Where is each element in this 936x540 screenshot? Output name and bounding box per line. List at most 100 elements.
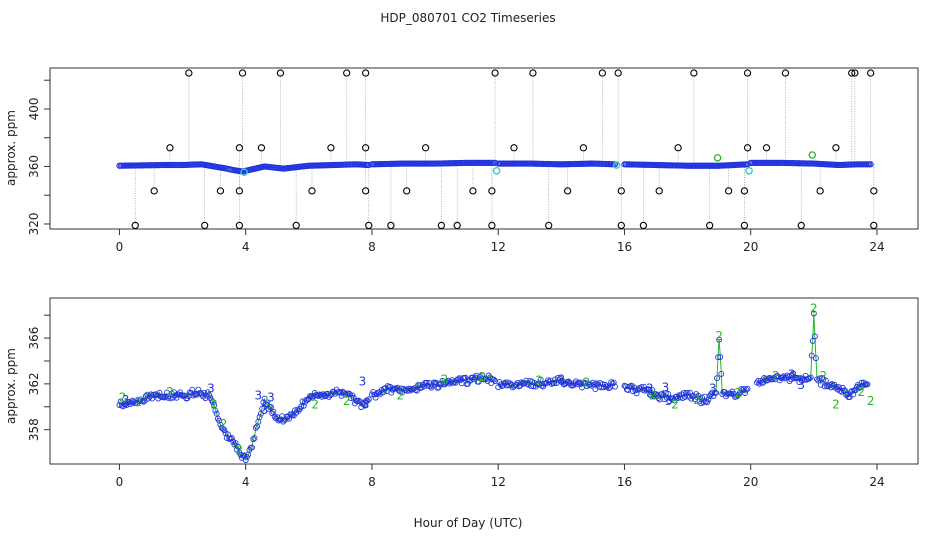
cyan-point-1 (492, 166, 501, 175)
cal-point-41 (690, 69, 698, 77)
cal-point-45 (740, 187, 749, 195)
co2-panel-top: approx. ppm 0 4 8 12 16 20 24 320 360 400 (4, 67, 919, 254)
series-point-0-92 (228, 435, 235, 441)
series-point-3-99 (742, 390, 748, 396)
green-label-11: 2 (479, 370, 487, 384)
cal-point-47 (743, 69, 752, 77)
cal-point-38 (639, 221, 648, 230)
cyan-point-2 (745, 166, 753, 175)
x-tick-label-bottom-0: 0 (116, 475, 124, 489)
series-point-0-203 (365, 396, 372, 403)
blue-label-1: 3 (207, 381, 215, 395)
series-point-0-108 (249, 444, 255, 451)
series-point-4-49 (812, 355, 819, 362)
x-tick-label-bottom-4: 4 (242, 475, 250, 489)
series-point-2-41 (545, 377, 551, 384)
series-point-3-100 (743, 386, 750, 393)
green-label-8: 2 (343, 394, 351, 408)
green-label-2: 2 (166, 385, 174, 399)
series-point-0-111 (252, 424, 259, 431)
series-point-1-3 (372, 394, 379, 401)
series-point-3-65 (700, 399, 707, 406)
cal-point-54 (851, 69, 859, 77)
blue-label-11: 3 (709, 381, 717, 395)
series-point-0-30 (152, 391, 159, 398)
series-point-0-110 (251, 435, 258, 442)
blue-label-12: 3 (788, 368, 796, 382)
y-tick-label-top-320: 320 (27, 213, 41, 236)
green-label-5: 2 (236, 443, 244, 457)
series-point-3-20 (645, 386, 652, 393)
series-point-3-80 (718, 370, 725, 377)
series-point-0-78 (211, 402, 218, 409)
y-axis-title-bottom: approx. ppm (4, 348, 18, 424)
cal-point-42 (706, 221, 714, 230)
blue-label-0: 3 (122, 393, 130, 407)
series-point-0-189 (348, 395, 355, 402)
series-point-4-46 (809, 337, 816, 344)
cal-point-26 (488, 221, 496, 230)
cal-point-20 (387, 221, 395, 230)
green-label-3: 2 (210, 397, 218, 411)
x-axis-title: Hour of Day (UTC) (414, 516, 523, 530)
blue-label-4: 3 (267, 391, 275, 405)
plot-frame-top (49, 67, 919, 230)
cal-point-39 (655, 187, 663, 195)
cal-point-13 (308, 187, 316, 195)
cal-point-16 (361, 69, 370, 77)
green-label-4: 2 (220, 417, 228, 431)
blue-label-10: 3 (665, 394, 673, 408)
series-point-3-14 (638, 384, 645, 391)
series-point-0-83 (217, 421, 224, 428)
blue-label-8: 3 (646, 381, 654, 395)
cal-point-3 (185, 69, 193, 77)
cal-point-7 (235, 187, 244, 195)
series-point-3-76 (714, 375, 720, 382)
cal-point-51 (816, 187, 824, 195)
series-point-0-29 (151, 392, 158, 399)
series-point-4-92 (864, 381, 871, 388)
x-tick-label-top-4: 4 (242, 240, 250, 254)
cal-point-10 (257, 144, 266, 152)
x-tick-label-bottom-16: 16 (617, 475, 632, 489)
series-point-1-36 (412, 386, 419, 393)
cal-point-18 (361, 187, 370, 195)
baseline-point-262 (491, 159, 499, 166)
series-point-4-57 (822, 377, 829, 384)
green-label-19: 2 (772, 369, 780, 383)
series-point-1-45 (423, 379, 430, 386)
cal-point-50 (797, 221, 805, 230)
x-tick-label-bottom-8: 8 (368, 475, 376, 489)
blue-label-2: 3 (254, 388, 262, 402)
series-point-2-46 (551, 380, 557, 387)
x-tick-label-top-16: 16 (617, 240, 632, 254)
green-label-6: 2 (264, 397, 272, 411)
cal-point-43 (724, 187, 733, 195)
cal-point-14 (327, 144, 335, 152)
series-point-0-19 (139, 397, 146, 404)
x-tick-label-bottom-20: 20 (743, 475, 758, 489)
cal-point-30 (529, 69, 537, 77)
series-point-3-69 (705, 396, 712, 403)
blue-label-7: 3 (558, 372, 566, 386)
series-point-1-34 (410, 386, 417, 393)
cal-point-34 (598, 69, 607, 77)
series-point-0-116 (259, 405, 266, 412)
cyan-point-3 (612, 161, 621, 169)
series-point-0-114 (256, 414, 263, 421)
cal-point-5 (216, 187, 225, 195)
series-point-2-35 (537, 376, 544, 383)
cal-point-28 (491, 69, 499, 77)
series-point-0-103 (242, 457, 249, 464)
plot-frame-bottom (49, 297, 919, 465)
figure-title: HDP_080701 CO2 Timeseries (380, 11, 555, 25)
series-point-0-85 (220, 425, 226, 432)
cal-point-44 (740, 221, 749, 230)
cal-point-37 (617, 221, 625, 230)
cal-point-33 (579, 144, 588, 152)
y-tick-label-top-360: 360 (27, 155, 41, 178)
cal-point-52 (832, 144, 840, 152)
series-point-4-48 (811, 333, 818, 340)
series-point-3-79 (717, 354, 724, 360)
x-tick-label-top-20: 20 (743, 240, 758, 254)
